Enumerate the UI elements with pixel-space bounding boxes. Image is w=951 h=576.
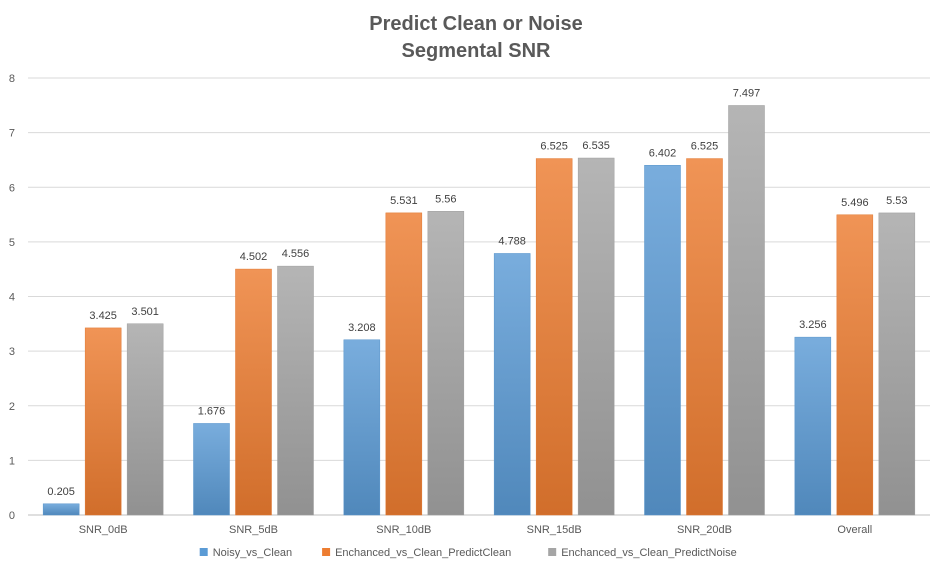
legend-swatch (199, 548, 208, 556)
bar (493, 253, 531, 516)
bar-value-label: 6.402 (649, 147, 677, 159)
legend-entry-label: Noisy_vs_Clean (213, 547, 292, 559)
legend-swatch (322, 548, 331, 556)
bar (535, 158, 573, 516)
bar (644, 165, 681, 516)
y-tick-label: 5 (9, 237, 15, 249)
y-tick-label: 2 (9, 401, 15, 413)
bar-value-label: 1.676 (198, 405, 226, 417)
bar (126, 323, 164, 516)
bar-value-label: 6.535 (582, 140, 610, 152)
bar-value-label: 3.501 (131, 306, 159, 318)
y-tick-label: 7 (9, 128, 15, 140)
category-label: SNR_10dB (376, 524, 431, 536)
bar-value-label: 6.525 (540, 141, 568, 153)
bar-value-label: 3.256 (799, 319, 827, 331)
bar-value-label: 5.496 (841, 197, 869, 209)
gridlines (28, 77, 930, 516)
bar (84, 327, 122, 516)
bar-value-label: 6.525 (691, 141, 719, 153)
bar (836, 214, 874, 516)
legend-entry-label: Enchanced_vs_Clean_PredictClean (335, 547, 511, 559)
bar-value-label: 5.531 (390, 195, 418, 207)
y-tick-label: 0 (9, 510, 15, 522)
bar (794, 336, 832, 516)
chart-title: Predict Clean or Noise (369, 13, 582, 35)
category-label: SNR_20dB (677, 524, 732, 536)
bar (686, 158, 723, 516)
bar-value-label: 4.788 (498, 235, 526, 247)
bar (235, 268, 272, 516)
y-tick-label: 1 (9, 455, 15, 467)
x-axis-categories: SNR_0dB SNR_5dB SNR_10dB SNR_15dB SNR_20dB Ov… (79, 524, 873, 536)
bar (728, 105, 765, 516)
y-tick-label: 3 (9, 346, 15, 358)
bar (193, 423, 230, 516)
bar (427, 211, 465, 516)
legend: Noisy_vs_Clean Enchanced_vs_Clean_Predict… (199, 547, 737, 559)
bar (577, 157, 615, 516)
bar-value-label: 0.205 (47, 486, 75, 498)
bar-value-label: 5.53 (886, 195, 907, 207)
category-label: SNR_0dB (79, 524, 128, 536)
bars (42, 105, 916, 516)
bar-value-label: 4.556 (282, 248, 310, 260)
bar-value-label: 5.56 (435, 193, 456, 205)
category-label: SNR_5dB (229, 524, 278, 536)
category-label: Overall (837, 524, 872, 536)
y-tick-label: 8 (9, 73, 15, 85)
bar (343, 339, 381, 516)
bar (385, 212, 423, 516)
bar (878, 212, 916, 516)
bar-value-label: 7.497 (733, 87, 761, 99)
y-tick-label: 4 (9, 292, 15, 304)
bar (277, 265, 314, 516)
legend-swatch (548, 548, 557, 556)
bar (42, 503, 80, 516)
bar-value-label: 3.208 (348, 322, 376, 334)
chart-subtitle: Segmental SNR (402, 40, 551, 62)
bar-value-label: 3.425 (89, 310, 117, 322)
y-axis-ticks: 0 1 2 3 4 5 6 7 8 (9, 73, 15, 522)
bar-value-label: 4.502 (240, 251, 268, 263)
y-tick-label: 6 (9, 182, 15, 194)
category-label: SNR_15dB (527, 524, 582, 536)
legend-entry-label: Enchanced_vs_Clean_PredictNoise (561, 547, 737, 559)
data-labels: 0.205 3.425 3.501 1.676 4.502 4.556 3.208 5.531… (47, 87, 907, 497)
